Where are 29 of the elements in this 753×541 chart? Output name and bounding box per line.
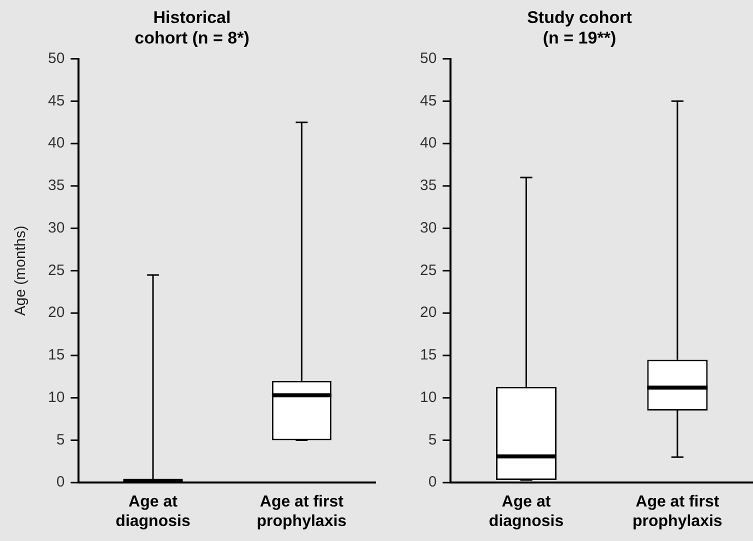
y-tick-label: 25	[420, 262, 437, 279]
y-tick-label: 45	[420, 92, 437, 110]
y-tick-label: 30	[420, 219, 437, 236]
chart-title: Historical cohort (n = 8*)	[134, 8, 250, 48]
y-tick-label: 5	[428, 431, 437, 448]
y-tick-label: 50	[48, 50, 65, 67]
y-tick-label: 50	[420, 50, 437, 67]
y-tick-label: 10	[420, 388, 437, 406]
y-tick-label: 20	[48, 304, 65, 322]
y-tick-label: 35	[48, 177, 65, 194]
x-tick-label: Age at diagnosis	[488, 494, 564, 530]
y-tick-label: 40	[420, 134, 437, 152]
y-tick-label: 15	[48, 346, 65, 364]
x-tick-label: Age at first prophylaxis	[632, 494, 722, 530]
y-tick-label: 40	[48, 134, 65, 152]
y-axis-title: Age (months)	[12, 226, 30, 316]
x-tick-label: Age at diagnosis	[116, 494, 190, 530]
y-tick-label: 30	[48, 219, 65, 236]
x-tick-label: Age at first prophylaxis	[256, 494, 347, 530]
y-tick-label: 20	[420, 304, 437, 322]
y-tick-label: 45	[48, 92, 65, 110]
y-tick-label: 10	[48, 388, 65, 406]
chart-title: Study cohort (n = 19**)	[527, 8, 632, 48]
y-tick-label: 0	[428, 474, 437, 491]
y-tick-label: 35	[420, 177, 437, 194]
y-tick-label: 15	[420, 346, 437, 364]
y-tick-label: 0	[56, 474, 65, 491]
y-tick-label: 25	[48, 262, 65, 279]
y-tick-label: 5	[56, 431, 65, 448]
